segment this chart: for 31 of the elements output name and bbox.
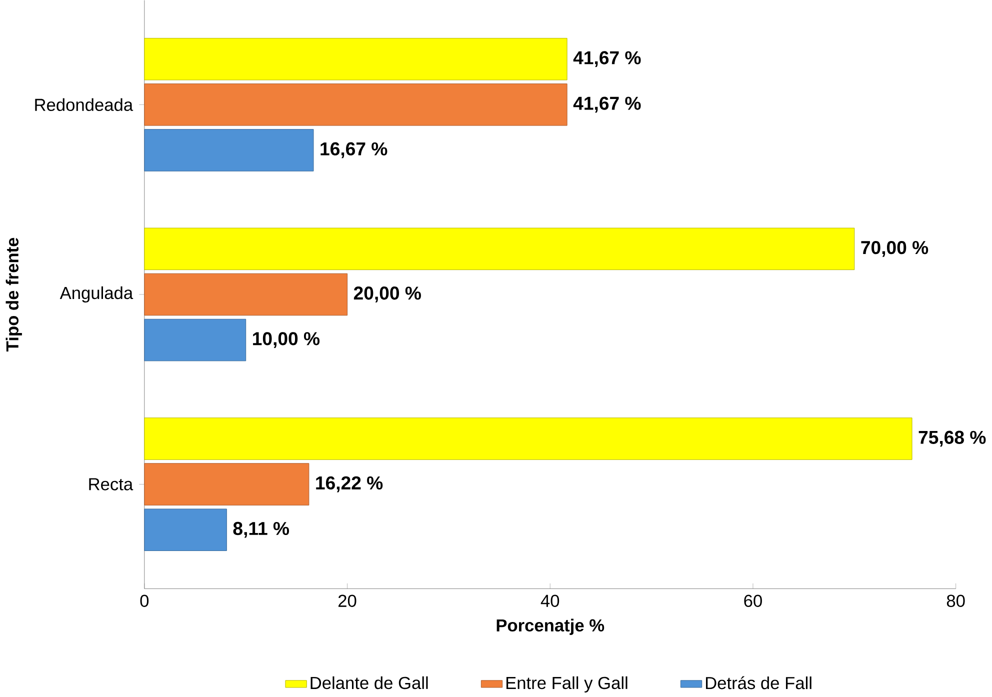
bar (144, 228, 855, 270)
y-axis-title: Tipo de frente (6, 238, 22, 352)
data-label: 10,00 % (253, 332, 320, 348)
bar (144, 418, 912, 460)
bar (144, 129, 314, 172)
bar (144, 463, 310, 506)
x-tick-label: 20 (338, 594, 356, 608)
data-label: 70,00 % (861, 241, 928, 258)
bar (144, 319, 246, 362)
data-label: 8,11 % (233, 522, 290, 538)
legend-label: Detrás de Fall (706, 676, 812, 690)
x-tick-label: 80 (946, 594, 965, 608)
bar (144, 38, 568, 80)
y-tick-label: Recta (89, 478, 134, 491)
data-label: 41,67 % (573, 96, 641, 113)
x-tick-label: 60 (744, 594, 762, 608)
y-tick-label: Redondeada (35, 98, 134, 112)
x-axis-title: Porcenatje % (496, 619, 604, 636)
legend-label: Delante de Gall (310, 676, 428, 690)
data-label: 20,00 % (354, 286, 421, 303)
bar (144, 508, 227, 552)
legend-label: Entre Fall y Gall (506, 676, 628, 693)
y-tick-label: Angulada (60, 286, 134, 303)
data-label: 16,22 % (316, 476, 383, 492)
bar (144, 274, 348, 316)
x-tick-label: 0 (140, 594, 149, 608)
data-label: 75,68 % (918, 431, 986, 447)
data-label: 16,67 % (320, 142, 388, 158)
data-label: 41,67 % (573, 51, 641, 68)
x-tick-label: 40 (540, 594, 560, 608)
bar (144, 84, 568, 126)
